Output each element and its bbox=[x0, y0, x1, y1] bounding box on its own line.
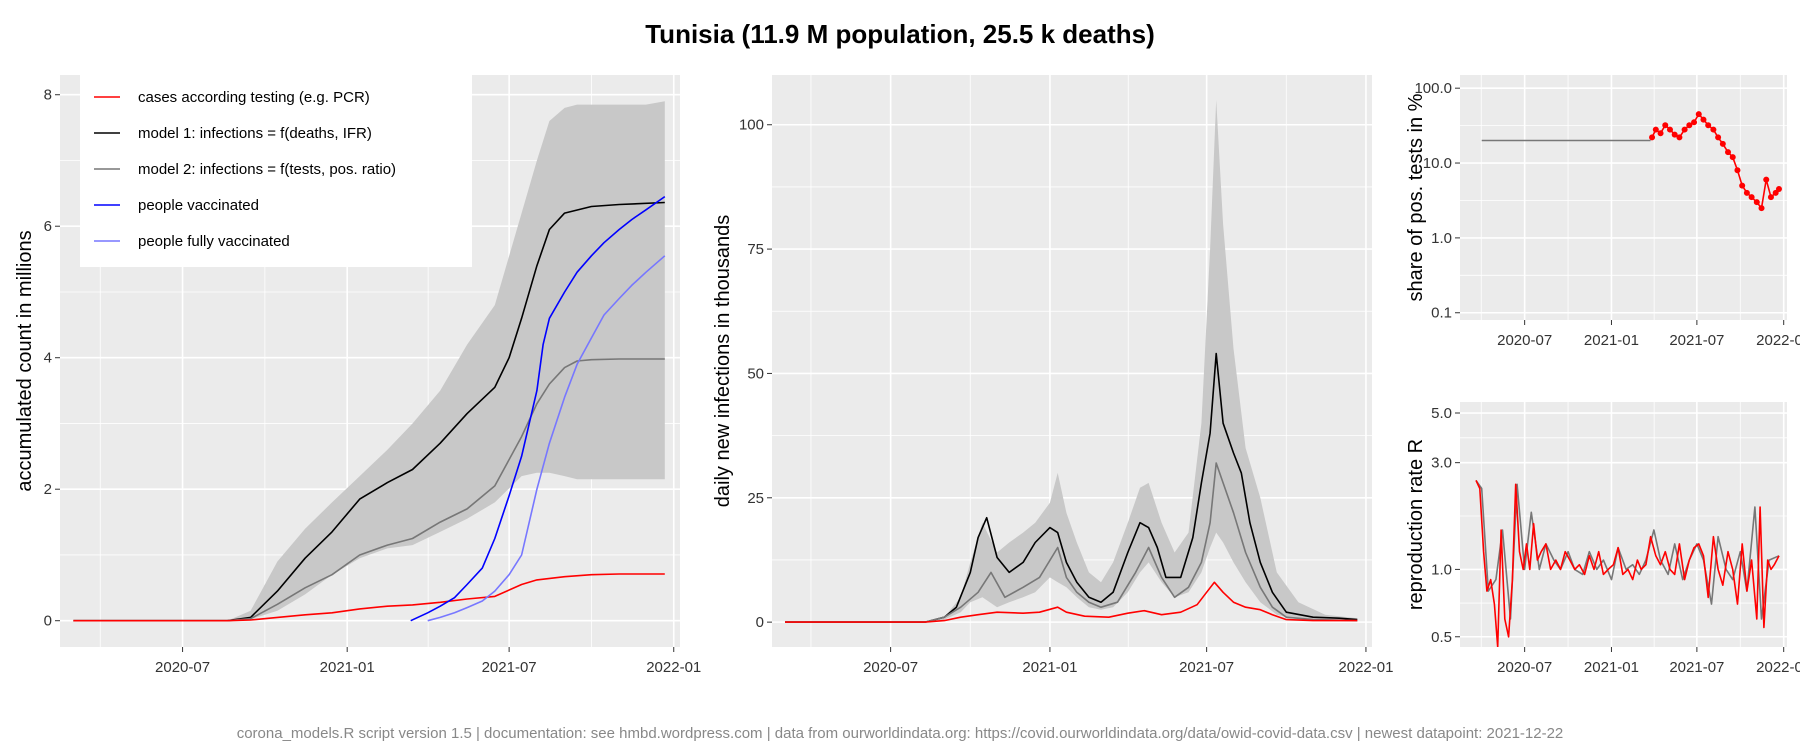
tick-label-y: 4 bbox=[44, 350, 52, 367]
legend: cases according testing (e.g. PCR) model … bbox=[80, 75, 472, 267]
tick-label-x: 2022-01 bbox=[1338, 659, 1393, 676]
tick-label-x: 2021-01 bbox=[320, 659, 375, 676]
series-red-line bbox=[1651, 113, 1780, 209]
series-gray-line bbox=[1475, 479, 1780, 620]
tick-label-x: 2021-01 bbox=[1584, 332, 1639, 349]
data-point bbox=[1743, 189, 1750, 196]
legend-label: model 2: infections = f(tests, pos. rati… bbox=[138, 161, 396, 178]
data-point bbox=[1649, 134, 1656, 141]
data-point bbox=[1725, 149, 1732, 156]
tick-label-y: 75 bbox=[747, 241, 764, 258]
tick-label-y: 25 bbox=[747, 490, 764, 507]
tick-label-y: 100.0 bbox=[1414, 80, 1452, 97]
data-point bbox=[1686, 122, 1693, 129]
tick-label-y: 0.1 bbox=[1431, 305, 1452, 322]
confidence-ribbon bbox=[227, 101, 665, 621]
tick-label-x: 2021-07 bbox=[1179, 659, 1234, 676]
tick-label-x: 2021-07 bbox=[482, 659, 537, 676]
legend-label: cases according testing (e.g. PCR) bbox=[138, 89, 370, 106]
tick-label-y: 1.0 bbox=[1431, 561, 1452, 578]
legend-label: model 1: infections = f(deaths, IFR) bbox=[138, 125, 372, 142]
data-point bbox=[1652, 126, 1659, 133]
data-point bbox=[1753, 199, 1760, 206]
series-model-2-infections-f-tests-pos-ratio--line bbox=[73, 358, 665, 622]
series-model-1-infections-f-deaths-ifr--line bbox=[73, 201, 665, 622]
series-cases-according-testing-e-g-pcr--line bbox=[73, 573, 665, 622]
data-point bbox=[1767, 194, 1774, 201]
tick-label-y: 2 bbox=[44, 481, 52, 498]
tick-label-y: 0 bbox=[756, 614, 764, 631]
axis-label-y: reproduction rate R bbox=[1405, 439, 1427, 610]
data-point bbox=[1681, 126, 1688, 133]
tick-label-x: 2022-01 bbox=[646, 659, 701, 676]
series-red-line bbox=[1475, 480, 1780, 647]
series-cases-according-testing-e-g-pcr--line bbox=[785, 581, 1358, 623]
chart-title: Tunisia (11.9 M population, 25.5 k death… bbox=[645, 19, 1155, 49]
tick-label-x: 2021-07 bbox=[1669, 659, 1724, 676]
tick-label-y: 1.0 bbox=[1431, 230, 1452, 247]
tick-label-y: 50 bbox=[747, 365, 764, 382]
legend-label: people fully vaccinated bbox=[138, 233, 290, 250]
tick-label-x: 2021-01 bbox=[1584, 659, 1639, 676]
series-model-1-infections-f-deaths-ifr--line bbox=[785, 352, 1358, 623]
tick-label-y: 100 bbox=[739, 117, 764, 134]
data-point bbox=[1763, 176, 1770, 183]
tick-label-y: 5.0 bbox=[1431, 405, 1452, 422]
data-point bbox=[1662, 122, 1669, 129]
data-point bbox=[1676, 134, 1683, 141]
series-model-2-infections-f-tests-pos-ratio--line bbox=[785, 462, 1358, 623]
plot-marks bbox=[73, 101, 666, 622]
legend-label: people vaccinated bbox=[138, 197, 259, 214]
axis-label-y: accumulated count in millions bbox=[14, 230, 36, 491]
confidence-ribbon bbox=[925, 99, 1358, 623]
data-point bbox=[1705, 122, 1712, 129]
tick-label-y: 0 bbox=[44, 613, 52, 630]
panel-positive_share: 2020-07 2021-01 2021-07 2022-01 0.1 1.0 10.0 10… bbox=[1405, 75, 1800, 349]
tick-label-y: 3.0 bbox=[1431, 455, 1452, 472]
data-point bbox=[1719, 140, 1726, 147]
data-point bbox=[1758, 205, 1765, 212]
series-people-fully-vaccinated-line bbox=[427, 255, 666, 622]
tick-label-y: 0.5 bbox=[1431, 629, 1452, 646]
data-point bbox=[1739, 182, 1746, 189]
panel-reproduction: 2020-07 2021-01 2021-07 2022-01 0.5 1.0 3.0 5.0… bbox=[1405, 402, 1800, 676]
tick-label-x: 2020-07 bbox=[1497, 659, 1552, 676]
data-point bbox=[1695, 111, 1702, 118]
data-point bbox=[1666, 126, 1673, 133]
data-point bbox=[1748, 194, 1755, 201]
data-point bbox=[1715, 134, 1722, 141]
data-point bbox=[1734, 167, 1741, 174]
plot-marks bbox=[1475, 479, 1780, 647]
panel-daily: 2020-07 2021-01 2021-07 2022-01 0 25 50 75 100 da… bbox=[712, 75, 1393, 676]
tick-label-x: 2022-01 bbox=[1756, 659, 1800, 676]
panel-accumulated: 2020-07 2021-01 2021-07 2022-01 0 2 4 6 8 accumul… bbox=[14, 75, 701, 676]
tick-label-x: 2022-01 bbox=[1756, 332, 1800, 349]
tick-label-y: 6 bbox=[44, 218, 52, 235]
tick-label-y: 10.0 bbox=[1423, 155, 1452, 172]
legend-background bbox=[80, 75, 472, 267]
data-point bbox=[1691, 119, 1698, 126]
tick-label-x: 2021-07 bbox=[1669, 332, 1724, 349]
series-people-vaccinated-line bbox=[410, 195, 666, 622]
axis-label-y: share of pos. tests in % bbox=[1405, 93, 1427, 301]
data-point bbox=[1710, 126, 1717, 133]
plot-marks bbox=[785, 99, 1358, 623]
data-point bbox=[1700, 116, 1707, 123]
data-point bbox=[1671, 131, 1678, 138]
data-point bbox=[1657, 130, 1664, 137]
tick-label-x: 2021-01 bbox=[1022, 659, 1077, 676]
tick-label-x: 2020-07 bbox=[1497, 332, 1552, 349]
tick-label-y: 8 bbox=[44, 87, 52, 104]
plot-background bbox=[1460, 75, 1787, 320]
footer-note: corona_models.R script version 1.5 | doc… bbox=[237, 725, 1564, 742]
tick-label-x: 2020-07 bbox=[863, 659, 918, 676]
tick-label-x: 2020-07 bbox=[155, 659, 210, 676]
data-point bbox=[1775, 185, 1782, 192]
axis-label-y: daily new infections in thousands bbox=[712, 215, 734, 507]
plot-marks bbox=[1481, 111, 1782, 212]
data-point bbox=[1729, 154, 1736, 161]
